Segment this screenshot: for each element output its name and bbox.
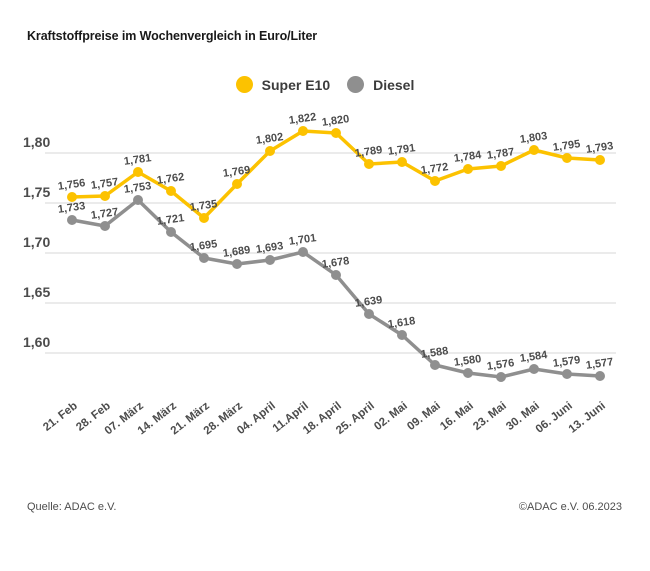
data-point-label-super-e10: 1,791 xyxy=(387,142,416,158)
data-point-label-diesel: 1,580 xyxy=(453,353,482,369)
data-point-super-e10 xyxy=(265,146,275,156)
data-point-label-diesel: 1,727 xyxy=(90,206,119,222)
data-point-label-diesel: 1,577 xyxy=(585,356,614,372)
data-point-super-e10 xyxy=(595,155,605,165)
data-point-label-diesel: 1,639 xyxy=(354,294,383,310)
chart-title: Kraftstoffpreise im Wochenvergleich in E… xyxy=(27,29,318,43)
data-point-label-super-e10: 1,769 xyxy=(222,164,251,180)
x-axis-tick-label: 09. Mai xyxy=(405,400,443,433)
data-point-label-diesel: 1,678 xyxy=(321,255,350,271)
legend-item-super-e10: Super E10 xyxy=(235,76,331,93)
data-point-label-diesel: 1,689 xyxy=(222,244,251,260)
data-point-diesel xyxy=(562,369,572,379)
data-point-label-diesel: 1,579 xyxy=(552,354,581,370)
data-point-diesel xyxy=(265,255,275,265)
data-point-diesel xyxy=(100,221,110,231)
data-point-super-e10 xyxy=(133,167,143,177)
data-point-super-e10 xyxy=(100,191,110,201)
data-point-label-super-e10: 1,803 xyxy=(519,130,548,146)
data-point-label-super-e10: 1,793 xyxy=(585,140,614,156)
x-axis-tick-label: 16. Mai xyxy=(438,400,476,433)
data-point-diesel xyxy=(364,309,374,319)
data-point-diesel xyxy=(133,195,143,205)
data-point-diesel xyxy=(463,368,473,378)
x-axis-tick-label: 21. Feb xyxy=(41,400,80,434)
data-point-diesel xyxy=(496,372,506,382)
data-point-label-super-e10: 1,784 xyxy=(453,149,483,165)
data-point-label-super-e10: 1,795 xyxy=(552,138,581,154)
data-point-label-super-e10: 1,787 xyxy=(486,146,515,162)
data-point-label-super-e10: 1,781 xyxy=(123,152,152,168)
data-point-label-super-e10: 1,762 xyxy=(156,171,185,187)
data-point-super-e10 xyxy=(529,145,539,155)
data-point-label-diesel: 1,693 xyxy=(255,240,284,256)
data-point-label-diesel: 1,584 xyxy=(519,349,549,365)
data-point-diesel xyxy=(430,360,440,370)
y-axis-tick-label: 1,75 xyxy=(23,184,50,200)
data-point-diesel xyxy=(298,247,308,257)
data-point-diesel xyxy=(67,215,77,225)
y-axis-tick-label: 1,60 xyxy=(23,334,50,350)
y-axis-tick-label: 1,65 xyxy=(23,284,50,300)
legend-label-diesel: Diesel xyxy=(373,76,415,93)
legend-label-super-e10: Super E10 xyxy=(261,76,331,93)
y-axis-tick-label: 1,80 xyxy=(23,134,50,150)
data-point-diesel xyxy=(397,330,407,340)
data-point-label-diesel: 1,753 xyxy=(123,180,152,196)
legend-dot-super-e10-icon xyxy=(235,76,253,93)
data-point-label-super-e10: 1,756 xyxy=(57,177,86,193)
data-point-super-e10 xyxy=(298,126,308,136)
data-point-diesel xyxy=(199,253,209,263)
data-point-diesel xyxy=(595,371,605,381)
data-point-label-super-e10: 1,772 xyxy=(420,161,449,177)
data-point-label-diesel: 1,721 xyxy=(156,212,185,228)
legend-dot-diesel-icon xyxy=(347,76,365,93)
data-point-diesel xyxy=(529,364,539,374)
data-point-label-super-e10: 1,822 xyxy=(288,111,317,127)
data-point-label-diesel: 1,588 xyxy=(420,345,449,361)
series-line-diesel xyxy=(70,198,602,379)
data-point-label-diesel: 1,576 xyxy=(486,357,515,373)
data-point-label-diesel: 1,618 xyxy=(387,315,416,331)
y-axis-tick-label: 1,70 xyxy=(23,234,50,250)
data-point-diesel xyxy=(331,270,341,280)
chart-legend: Super E10 Diesel xyxy=(0,76,650,93)
data-point-diesel xyxy=(166,227,176,237)
data-point-super-e10 xyxy=(67,192,77,202)
data-point-label-diesel: 1,695 xyxy=(189,238,218,254)
data-point-label-super-e10: 1,802 xyxy=(255,131,284,147)
copyright-note: ©ADAC e.V. 06.2023 xyxy=(518,501,622,513)
data-point-super-e10 xyxy=(397,157,407,167)
data-point-label-super-e10: 1,789 xyxy=(354,144,383,160)
data-point-super-e10 xyxy=(430,176,440,186)
data-point-super-e10 xyxy=(166,186,176,196)
data-point-super-e10 xyxy=(562,153,572,163)
footer: Quelle: ADAC e.V. ©ADAC e.V. 06.2023 xyxy=(27,501,622,513)
x-axis-tick-label: 02. Mai xyxy=(372,400,410,433)
source-note: Quelle: ADAC e.V. xyxy=(27,501,117,513)
data-point-label-diesel: 1,733 xyxy=(57,200,86,216)
data-point-super-e10 xyxy=(199,213,209,223)
data-point-diesel xyxy=(232,259,242,269)
data-point-label-super-e10: 1,735 xyxy=(189,198,218,214)
data-point-label-diesel: 1,701 xyxy=(288,232,317,248)
x-axis-tick-label: 23. Mai xyxy=(471,400,509,433)
data-point-super-e10 xyxy=(364,159,374,169)
legend-item-diesel: Diesel xyxy=(347,76,414,93)
data-point-super-e10 xyxy=(331,128,341,138)
data-point-super-e10 xyxy=(496,161,506,171)
data-point-label-super-e10: 1,757 xyxy=(90,176,119,192)
data-point-label-super-e10: 1,820 xyxy=(321,113,350,129)
data-point-super-e10 xyxy=(463,164,473,174)
x-axis-tick-label: 13. Juni xyxy=(567,400,608,436)
data-point-super-e10 xyxy=(232,179,242,189)
